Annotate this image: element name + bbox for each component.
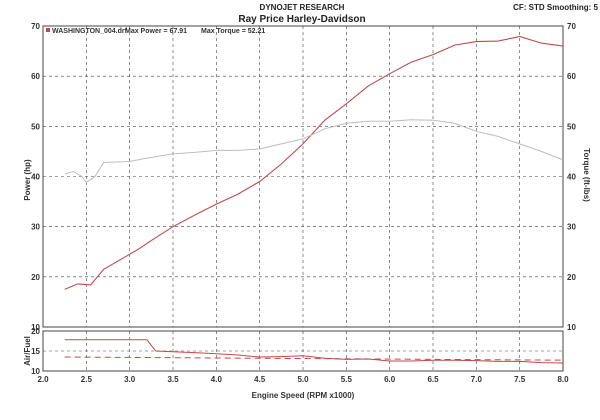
power-tick-label: 30 <box>31 223 40 232</box>
x-tick-label: 2.0 <box>37 375 49 384</box>
x-tick-label: 4.5 <box>254 375 266 384</box>
company-title: DYNOJET RESEARCH <box>260 3 345 12</box>
main-series-group <box>64 35 564 290</box>
afr-series-group <box>64 339 564 364</box>
legend-run-name: WASHINGTON_004.drf <box>52 28 128 35</box>
torque-axis-label: Torque (ft-lbs) <box>582 148 591 202</box>
afr-series-line <box>64 339 564 364</box>
legend-max-torque: Max Torque = 52.21 <box>201 28 265 35</box>
power-tick-label: 60 <box>31 72 40 81</box>
x-tick-label: 5.0 <box>297 375 309 384</box>
afr-target-line <box>64 356 564 361</box>
x-tick-label: 2.5 <box>81 375 93 384</box>
power-tick-label: 70 <box>31 22 40 31</box>
x-tick-label: 5.5 <box>341 375 353 384</box>
power-axis-label: Power (hp) <box>23 159 32 201</box>
power-tick-label: 10 <box>31 323 40 332</box>
torque-tick-label: 70 <box>567 22 576 31</box>
power-series-line <box>64 35 564 290</box>
legend-max-power: Max Power = 67.91 <box>125 28 187 35</box>
x-tick-label: 3.5 <box>167 375 179 384</box>
x-ticks: 2.0 2.5 3.0 3.5 4.0 4.5 5.0 5.5 6.0 6.5 7.0 7.5 8.0 <box>37 375 569 384</box>
x-tick-label: 4.0 <box>211 375 223 384</box>
power-tick-label: 50 <box>31 122 40 131</box>
torque-tick-label: 10 <box>567 323 576 332</box>
afr-tick-label: 10 <box>31 367 40 376</box>
afr-tick-label: 15 <box>31 347 40 356</box>
power-tick-label: 20 <box>31 273 40 282</box>
torque-tick-label: 20 <box>567 273 576 282</box>
x-tick-label: 7.0 <box>471 375 483 384</box>
afr-ticks: 10 15 20 <box>31 327 40 376</box>
settings-label: CF: STD Smoothing: 5 <box>513 3 598 12</box>
x-tick-label: 7.5 <box>514 375 526 384</box>
x-tick-label: 3.0 <box>124 375 136 384</box>
torque-tick-label: 30 <box>567 223 576 232</box>
x-tick-label: 6.0 <box>384 375 396 384</box>
x-tick-label: 6.5 <box>427 375 439 384</box>
afr-grid <box>43 331 563 371</box>
torque-tick-label: 60 <box>567 72 576 81</box>
torque-tick-label: 40 <box>567 173 576 182</box>
torque-tick-label: 50 <box>567 122 576 131</box>
x-tick-label: 8.0 <box>557 375 569 384</box>
main-grid <box>43 26 563 327</box>
legend-run-swatch <box>46 28 50 32</box>
afr-tick-label: 20 <box>31 327 40 336</box>
power-tick-label: 40 <box>31 173 40 182</box>
x-axis-label: Engine Speed (RPM x1000) <box>252 391 355 400</box>
shop-title: Ray Price Harley-Davidson <box>238 14 365 25</box>
torque-series-line <box>64 119 564 184</box>
afr-axis-label: Air/Fuel <box>23 336 32 366</box>
main-ticks: 10 20 30 40 50 60 70 10 20 30 40 50 60 70 <box>31 22 576 332</box>
